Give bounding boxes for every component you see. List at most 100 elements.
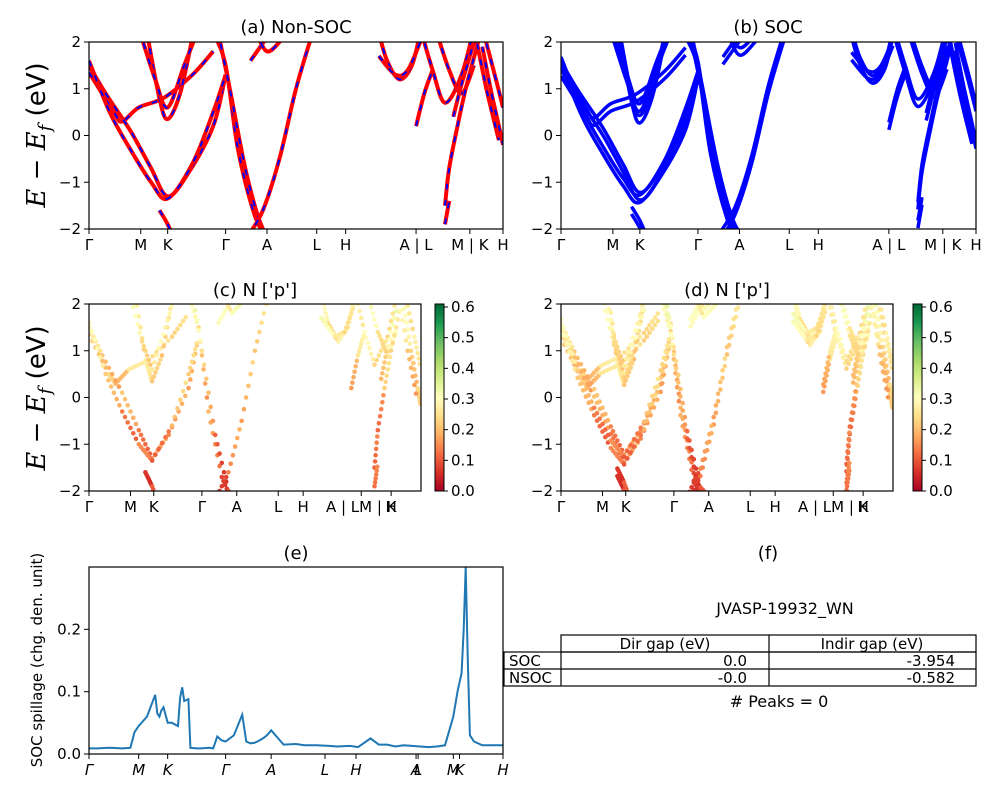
- panel-d-point: [869, 294, 874, 299]
- panel-d-point: [655, 311, 661, 316]
- panel-c-point: [219, 460, 225, 466]
- panel-d-point: [693, 466, 699, 471]
- panel-c-point: [358, 315, 364, 321]
- panel-c-point: [178, 322, 183, 328]
- panel-c-point: [350, 306, 356, 312]
- panel-c-point: [189, 359, 195, 365]
- panel-c-point: [392, 315, 397, 321]
- panel-d-point: [889, 358, 893, 363]
- panel-c-point: [408, 365, 414, 371]
- panel-d-point: [849, 337, 854, 343]
- panel-c-point: [322, 306, 328, 312]
- panel-d-point: [621, 370, 627, 376]
- panel-d-point: [578, 374, 583, 379]
- panel-d-point: [828, 298, 833, 303]
- table-footer: # Peaks = 0: [730, 692, 829, 711]
- panel-d-point: [713, 403, 719, 408]
- panel-d-point: [655, 397, 660, 403]
- panel-d-point: [824, 291, 829, 296]
- panel-c-point: [149, 458, 155, 463]
- panel-d-point: [698, 466, 703, 471]
- panel-c-point: [183, 314, 189, 320]
- panel-d-point: [597, 399, 602, 404]
- panel-d-point: [846, 354, 851, 359]
- panel-c-point: [212, 432, 218, 438]
- panel-c-point: [374, 468, 380, 474]
- panel-d-point: [864, 312, 869, 317]
- panel-c-point: [196, 328, 201, 333]
- panel-c-point: [372, 362, 377, 368]
- panel-c-point: [392, 332, 397, 338]
- panel-d-point: [791, 296, 796, 301]
- panel-d-point: [844, 483, 850, 489]
- panel-d-point: [662, 291, 667, 296]
- panel-c-point: [227, 307, 233, 312]
- panel-d-point: [640, 304, 645, 308]
- panel-d-point: [698, 492, 703, 497]
- panel-d-point: [658, 368, 663, 373]
- panel-d-point: [714, 304, 720, 306]
- panel-d-point: [637, 342, 643, 347]
- panel-d-point: [641, 330, 647, 336]
- panel-d-point: [644, 293, 649, 298]
- panel-c-point: [154, 353, 159, 358]
- panel-c-ytick-label: 2: [71, 295, 81, 313]
- panel-d-point: [845, 319, 851, 325]
- panel-d-point: [855, 350, 860, 356]
- panel-c-point: [151, 374, 156, 380]
- panel-d-point: [620, 358, 625, 364]
- panel-d-point: [844, 313, 849, 319]
- panel-c-point: [133, 313, 138, 319]
- panel-c-point: [217, 451, 222, 456]
- panel-c-point: [347, 315, 352, 321]
- panel-d-point: [844, 476, 850, 482]
- panel-c-point: [239, 418, 244, 424]
- panel-d-point: [852, 345, 858, 350]
- panel-c-point: [355, 353, 361, 358]
- panel-c-point: [186, 292, 191, 297]
- panel-a-ytick-label: 2: [71, 33, 81, 51]
- panel-a-band-overlay-7: [219, 42, 265, 229]
- panel-c-point: [226, 470, 231, 475]
- panel-b-band-1-1: [561, 60, 700, 195]
- panel-c-point: [154, 366, 160, 371]
- panel-a-xtick-label: K: [163, 236, 174, 254]
- panel-c-point: [166, 432, 171, 438]
- panel-c-point: [138, 325, 143, 330]
- panel-d-point: [613, 340, 619, 345]
- panel-d-point: [684, 428, 690, 434]
- panel-d-point: [702, 489, 708, 491]
- panel-c-point: [109, 371, 115, 377]
- table-col-indir: Indir gap (eV): [821, 635, 924, 653]
- panel-d-point: [668, 324, 673, 330]
- panel-d-point: [644, 326, 650, 332]
- panel-e-title: (e): [283, 543, 308, 564]
- panel-d-point: [794, 304, 799, 308]
- panel-c-point: [235, 435, 240, 441]
- panel-c-point: [131, 431, 136, 436]
- panel-d-point: [605, 418, 611, 423]
- panel-d-point: [680, 400, 685, 406]
- panel-c-colorbar-tick: 0.6: [451, 298, 475, 316]
- panel-c-point: [136, 427, 142, 433]
- panel-c-point: [134, 304, 140, 308]
- panel-d-point: [676, 398, 682, 404]
- panel-c-colorbar-tick: 0.1: [451, 451, 475, 469]
- panel-b-band-12-1: [850, 42, 894, 74]
- panel-d-point: [618, 354, 624, 359]
- panel-c-point: [97, 354, 103, 360]
- panel-b-band-15-1: [887, 65, 908, 123]
- panel-d-point: [591, 405, 597, 411]
- panel-c-point: [415, 350, 421, 356]
- panel-c-point: [410, 374, 416, 379]
- panel-d-point: [879, 307, 884, 312]
- panel-d-colorbar-tick: 0.2: [929, 421, 953, 439]
- panel-b-plot: [561, 42, 976, 229]
- panel-d-point: [585, 374, 590, 379]
- panel-c-point: [388, 318, 394, 324]
- panel-b-band-7-1: [691, 42, 740, 229]
- panel-c-point: [407, 311, 412, 316]
- panel-d-point: [690, 320, 695, 325]
- panel-d-title: (d) N ['p']: [684, 280, 770, 301]
